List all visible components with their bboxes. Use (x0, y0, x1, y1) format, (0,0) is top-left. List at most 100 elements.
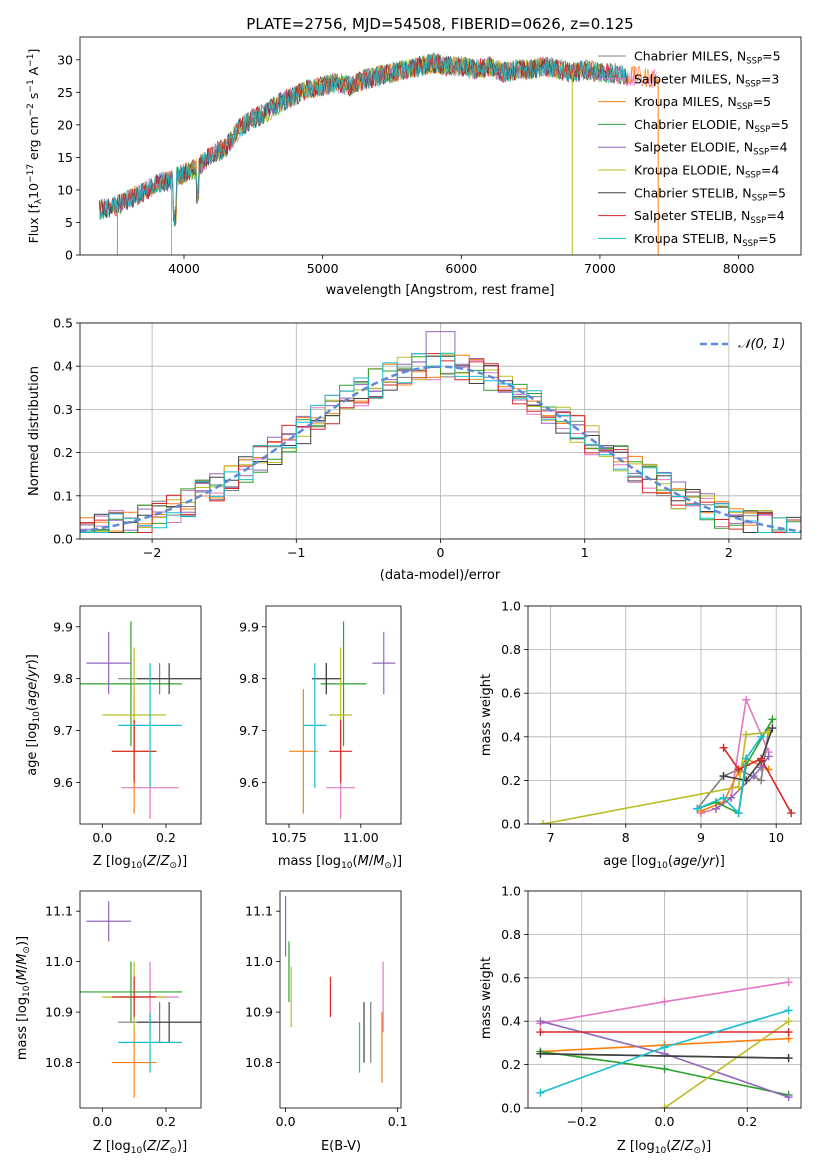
x-tick-label: 0 (437, 545, 445, 560)
legend-label: Kroupa ELODIE, NSSP=4 (634, 163, 779, 181)
y-tick-label: 9.6 (239, 775, 259, 790)
weight-point-marker (719, 793, 728, 802)
y-tick-label: 0.4 (501, 1014, 521, 1029)
legend-label: Kroupa MILES, NSSP=5 (634, 94, 771, 112)
normal-curve (80, 365, 801, 533)
x-tick-label: 0.2 (737, 1114, 757, 1129)
axes-frame (79, 36, 802, 256)
figure-title: PLATE=2756, MJD=54508, FIBERID=0626, z=0… (246, 15, 633, 33)
residual-lines (80, 331, 801, 533)
weight-point-marker (719, 743, 728, 752)
legend-label: Salpeter ELODIE, NSSP=4 (634, 140, 788, 158)
mass-vs-ebv-xlabel: E(B-V) (321, 1139, 361, 1154)
age-vs-Z-plot: 0.0 0.2 9.6 9.7 9.8 9.9 (53, 605, 202, 845)
weight-vs-age-plot: 7 8 9 10 0.0 0.2 0.4 0.6 0.8 1.0 (501, 599, 802, 845)
weight-point-marker (742, 730, 751, 739)
weight-point-marker (784, 1054, 793, 1063)
weight-point-marker (536, 1088, 545, 1097)
x-tick-label: 9 (697, 830, 705, 845)
x-tick-label: 0.0 (655, 1114, 675, 1129)
errorbar-marks (80, 901, 201, 1098)
y-tick-label: 0.1 (53, 488, 73, 503)
weight-series-line (700, 696, 770, 814)
weight-point-marker (764, 752, 773, 761)
weight-point-marker (768, 715, 777, 724)
weight-point-marker (742, 754, 751, 763)
x-tick-label: −0.2 (567, 1114, 597, 1129)
y-tick-label: 5 (65, 215, 73, 230)
x-tick-label: 2 (725, 545, 733, 560)
weight-point-marker (734, 765, 743, 774)
y-tick-label: 0.2 (501, 1057, 521, 1072)
mass-vs-Z-ylabel: mass [log10(M/M⊙)] (15, 936, 32, 1060)
legend-label: Chabrier STELIB, NSSP=5 (634, 185, 786, 203)
y-tick-label: 10 (57, 182, 73, 197)
age-vs-Z-xlabel: Z [log10(Z/Z⊙)] (93, 854, 187, 871)
mass-vs-Z-plot: 0.0 0.2 10.8 10.9 11.0 11.1 (45, 890, 202, 1129)
y-tick-label: 0.2 (501, 773, 521, 788)
y-tick-label: 0.4 (53, 359, 73, 374)
weight-series-line (722, 747, 792, 814)
weight-point-marker (749, 772, 758, 781)
x-tick-label: 0.2 (156, 1114, 176, 1129)
y-tick-label: 0.6 (501, 686, 521, 701)
x-tick-label: 11.00 (343, 830, 379, 845)
y-tick-label: 0.0 (501, 1101, 521, 1116)
axes-frame (527, 605, 802, 825)
y-tick-label: 10.8 (245, 1055, 273, 1070)
x-tick-label: 0.0 (92, 1114, 112, 1129)
weight-point-marker (784, 1093, 793, 1102)
y-tick-label: 9.6 (53, 775, 73, 790)
age-vs-Z-ylabel: age [log10(age/yr)] (25, 654, 42, 776)
y-tick-label: 9.9 (239, 619, 259, 634)
axes-frame (79, 890, 202, 1109)
spectrum-xlabel: wavelength [Angstrom, rest frame] (326, 283, 555, 298)
y-tick-label: 9.8 (53, 671, 73, 686)
weight-point-marker (734, 809, 743, 818)
weight-point-marker (536, 1049, 545, 1058)
residual-histogram (80, 352, 801, 533)
y-tick-label: 0.8 (501, 642, 521, 657)
weight-point-marker (768, 724, 777, 733)
weight-point-marker (536, 1028, 545, 1037)
weight-vs-Z-plot: −0.2 0.0 0.2 0.0 0.2 0.4 0.6 0.8 1.0 (501, 884, 802, 1129)
spectrum-panel: 4000 5000 6000 7000 8000 0 5 10 15 20 25 30 wavelen… (26, 36, 802, 298)
errorbar-marks (285, 896, 384, 1083)
legend-label: Chabrier ELODIE, NSSP=5 (634, 117, 789, 135)
age-vs-mass-plot: 10.75 11.00 9.6 9.7 9.8 9.9 (239, 605, 402, 845)
x-tick-label: 0.1 (388, 1114, 408, 1129)
weight-point-marker (757, 754, 766, 763)
weight-point-marker (539, 820, 548, 824)
y-tick-label: 10.8 (45, 1055, 73, 1070)
x-tick-label: 4000 (168, 261, 200, 276)
y-tick-label: 0.0 (501, 817, 521, 832)
y-tick-label: 9.9 (53, 619, 73, 634)
weight-point-marker (660, 1104, 669, 1108)
axes-frame (279, 890, 402, 1109)
y-tick-label: 0.0 (53, 532, 73, 547)
y-tick-label: 11.1 (45, 904, 73, 919)
weight-point-marker (719, 772, 728, 781)
legend-label: Chabrier MILES, NSSP=5 (634, 49, 781, 67)
x-tick-label: 6000 (445, 261, 477, 276)
weight-point-marker (712, 804, 721, 813)
axes-frame (79, 322, 802, 540)
normal-legend-label: 𝒩(0, 1) (738, 337, 785, 352)
weight-point-marker (693, 804, 702, 813)
y-tick-label: 20 (57, 117, 73, 132)
errorbar-marks (288, 621, 396, 819)
x-tick-label: −2 (143, 545, 161, 560)
x-tick-label: 8 (622, 830, 630, 845)
spectrum-series-line (99, 53, 629, 227)
y-tick-label: 11.0 (45, 954, 73, 969)
residuals-ylabel: Normed distribution (27, 366, 42, 496)
y-tick-label: 25 (57, 85, 73, 100)
axes-frame (79, 605, 202, 825)
weight-vs-age-ylabel: mass weight (479, 674, 494, 756)
spectrum-ylabel: Flux [fλ10−17 erg cm−2 s−1 A−1] (26, 49, 44, 244)
y-tick-label: 9.7 (239, 723, 259, 738)
weight-vs-Z-ylabel: mass weight (479, 957, 494, 1039)
residuals-xlabel: (data-model)/error (380, 568, 501, 583)
weight-point-marker (734, 782, 743, 791)
x-tick-label: 1 (581, 545, 589, 560)
